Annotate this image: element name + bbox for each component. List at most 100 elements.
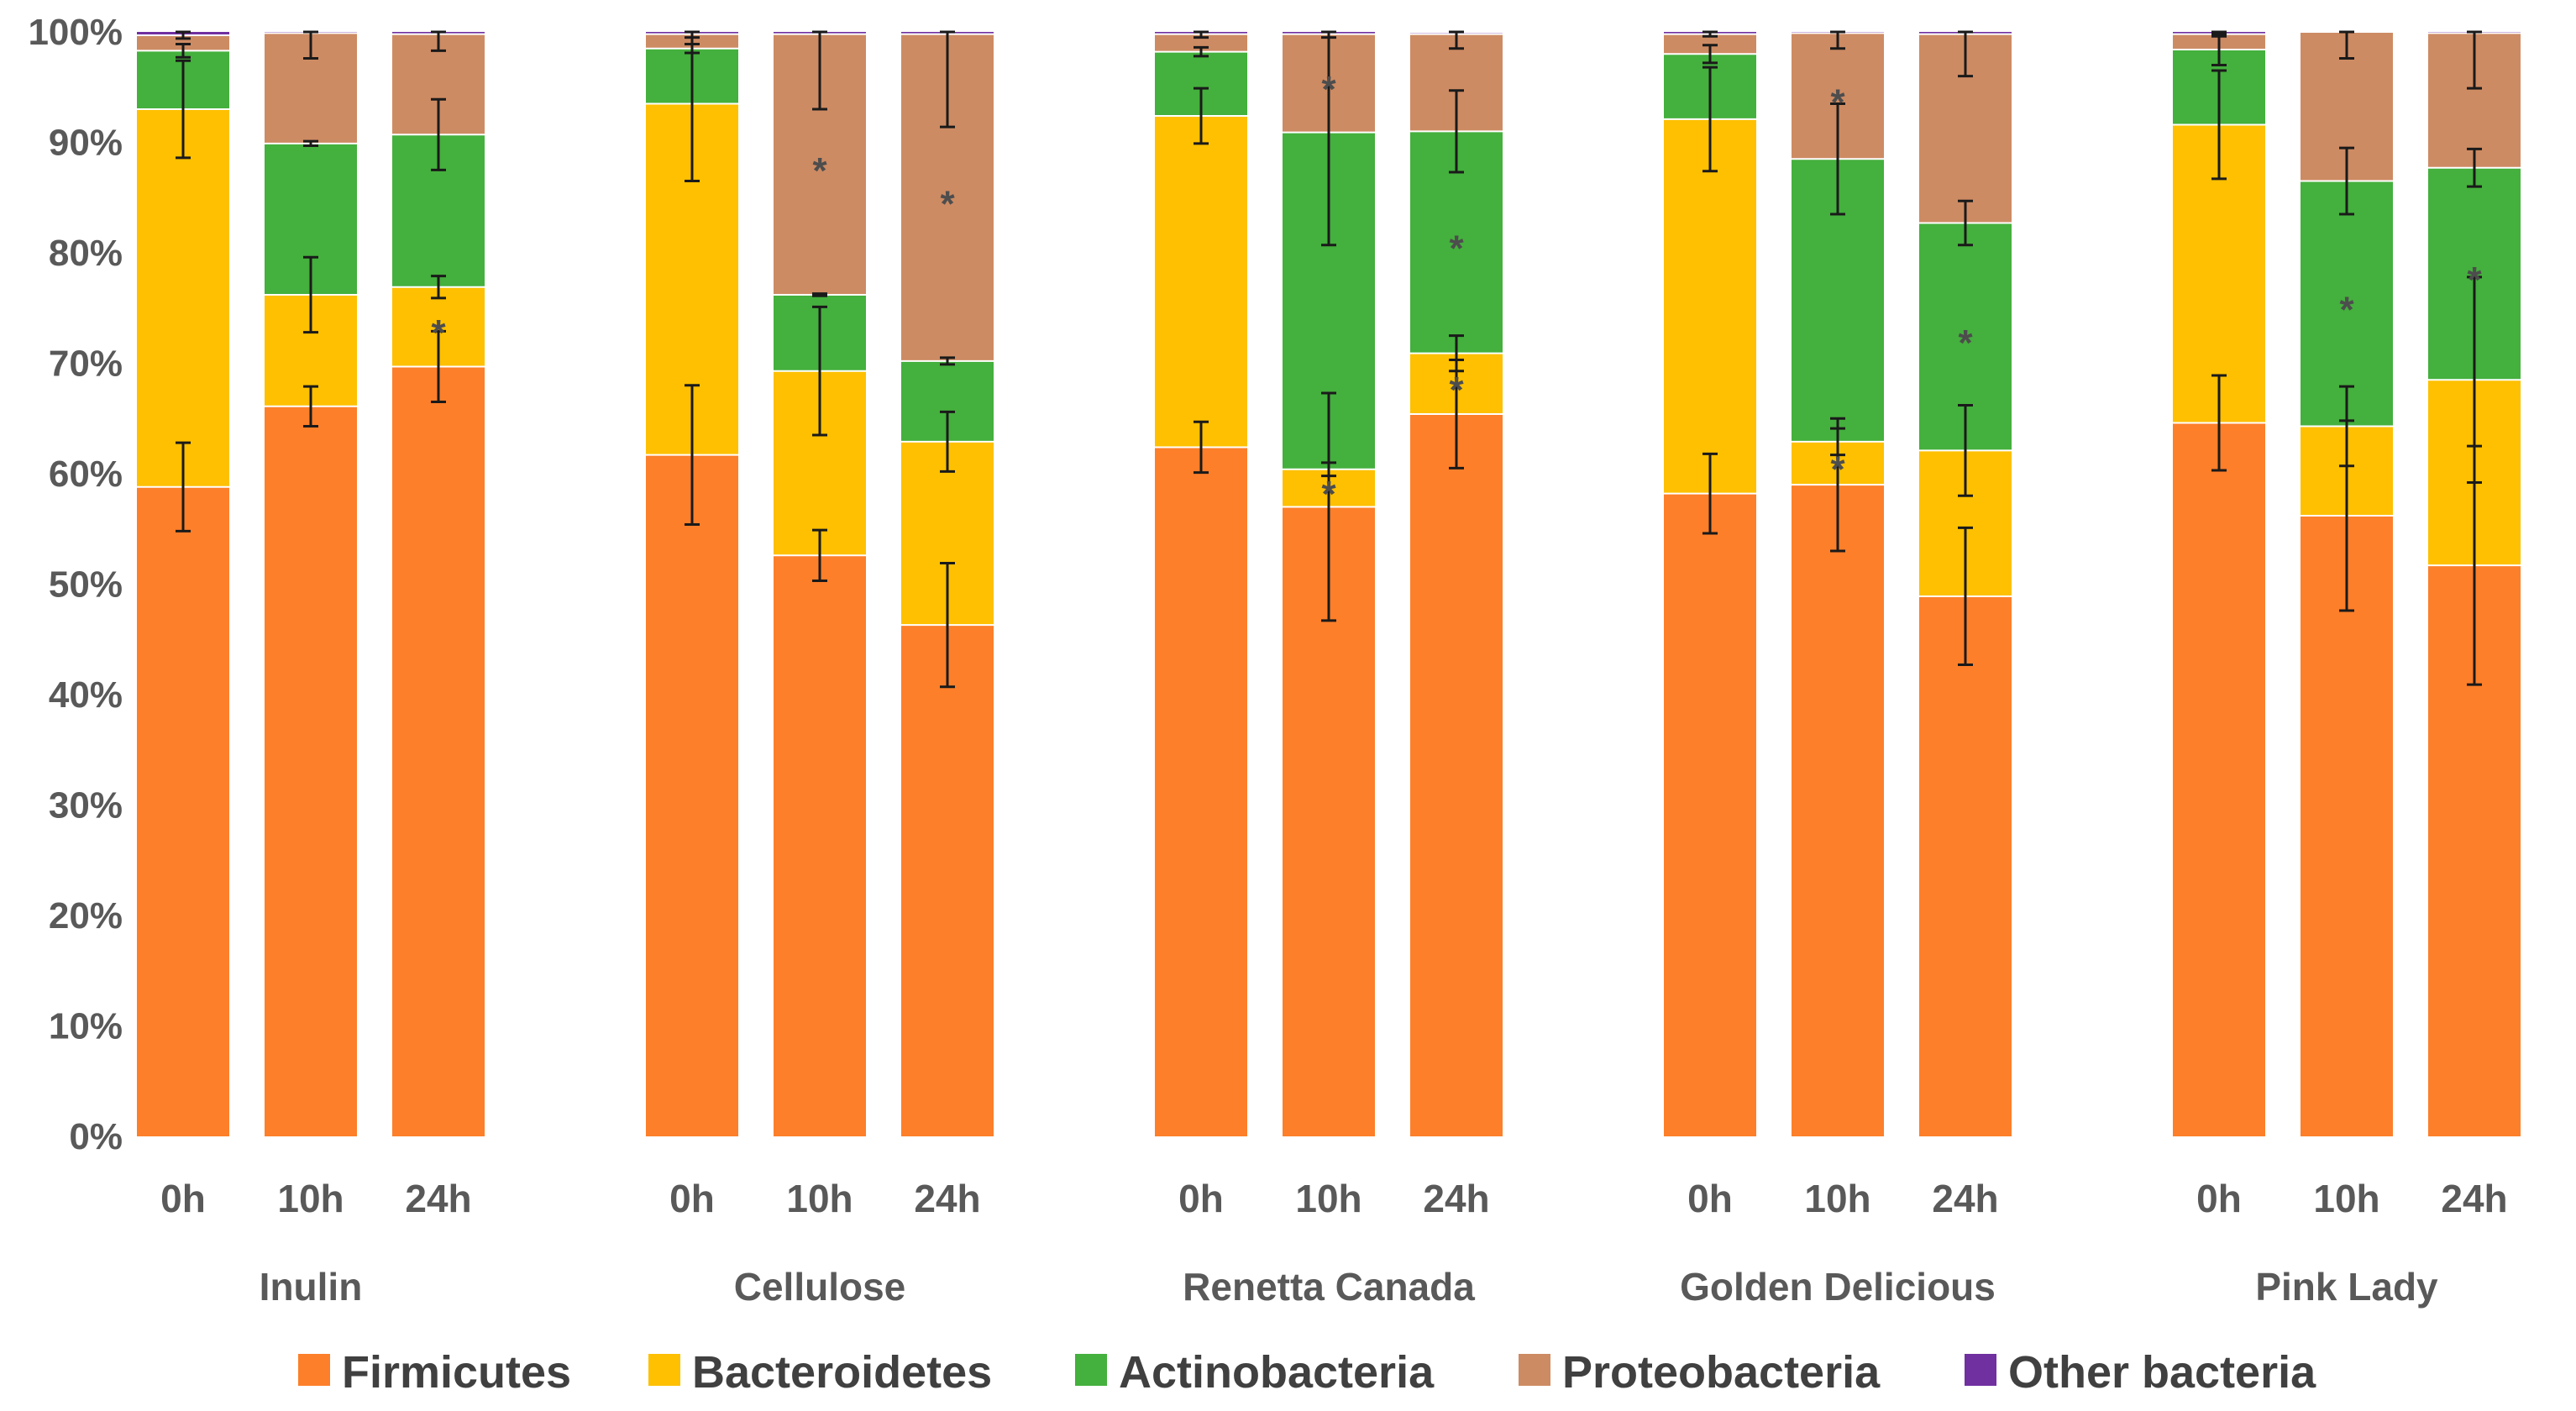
legend-label-other-bacteria: Other bacteria: [2008, 1347, 2316, 1398]
error-bar-cellulose-0h-proteobacteria: [685, 30, 700, 39]
error-bar-golden-delicious-0h-bacteroidetes: [1702, 66, 1718, 173]
error-bar-inulin-24h-proteobacteria: [431, 30, 446, 52]
significance-mark-inulin-24h-bacteroidetes: *: [431, 312, 446, 354]
error-bar-renetta-canada-0h-bacteroidetes: [1194, 87, 1209, 145]
legend-item-bacteroidetes: Bacteroidetes: [648, 1347, 992, 1398]
error-bar-pink-lady-24h-bacteroidetes: [2467, 275, 2482, 485]
bar-segment-renetta-canada-24h-firmicutes: [1410, 413, 1503, 1136]
error-bar-inulin-24h-bacteroidetes: [431, 275, 446, 300]
error-bar-cellulose-0h-firmicutes: [685, 384, 700, 526]
error-bar-pink-lady-0h-proteobacteria: [2211, 30, 2227, 38]
bar-segment-cellulose-10h-firmicutes: [774, 555, 866, 1136]
legend-swatch-firmicutes: [298, 1354, 330, 1386]
error-bar-golden-delicious-24h-firmicutes: [1958, 526, 1973, 666]
error-bars-layer: [176, 30, 2482, 689]
error-bar-cellulose-24h-bacteroidetes: [940, 410, 955, 473]
error-bar-renetta-canada-24h-proteobacteria: [1449, 30, 1464, 50]
bar-segment-cellulose-24h-firmicutes: [901, 625, 994, 1136]
y-tick-label-90: 90%: [49, 123, 123, 164]
x-tick-label-inulin-0h: 0h: [160, 1177, 206, 1220]
error-bar-pink-lady-24h-actinobacteria: [2467, 147, 2482, 188]
significance-mark-renetta-canada-10h-proteobacteria: *: [1321, 69, 1336, 110]
bar-segment-inulin-0h-firmicutes: [137, 486, 229, 1136]
x-tick-label-golden-delicious-0h: 0h: [1687, 1177, 1733, 1220]
error-bar-cellulose-24h-actinobacteria: [940, 356, 955, 366]
bar-segment-renetta-canada-0h-firmicutes: [1155, 447, 1247, 1136]
bar-segment-inulin-0h-bacteroidetes: [137, 109, 229, 487]
x-tick-label-renetta-canada-0h: 0h: [1178, 1177, 1224, 1220]
y-axis: 0% 10% 20% 30% 40% 50% 60% 70% 80% 90% 100%: [28, 12, 123, 1157]
x-tick-label-golden-delicious-10h: 10h: [1804, 1177, 1870, 1220]
error-bar-pink-lady-0h-bacteroidetes: [2211, 69, 2227, 181]
error-bar-pink-lady-10h-proteobacteria: [2339, 30, 2354, 60]
error-bar-golden-delicious-24h-actinobacteria: [1958, 199, 1973, 247]
legend-swatch-actinobacteria: [1075, 1354, 1107, 1386]
error-bar-inulin-24h-firmicutes: [431, 329, 446, 404]
significance-marks-layer: * * * * * * * * * * * *: [431, 69, 2482, 515]
error-bar-pink-lady-24h-proteobacteria: [2467, 30, 2482, 90]
legend-item-other-bacteria: Other bacteria: [1965, 1347, 2316, 1398]
x-tick-label-inulin-24h: 24h: [405, 1177, 471, 1220]
legend-label-firmicutes: Firmicutes: [342, 1347, 571, 1398]
error-bar-inulin-10h-actinobacteria: [303, 139, 318, 147]
error-bar-inulin-0h-actinobacteria: [176, 42, 191, 59]
x-tick-label-pink-lady-24h: 24h: [2441, 1177, 2507, 1220]
error-bar-pink-lady-10h-bacteroidetes: [2339, 385, 2354, 468]
y-tick-label-80: 80%: [49, 233, 123, 274]
error-bar-inulin-10h-proteobacteria: [303, 30, 318, 60]
legend-item-firmicutes: Firmicutes: [298, 1347, 571, 1398]
x-tick-label-renetta-canada-10h: 10h: [1295, 1177, 1361, 1220]
legend-label-actinobacteria: Actinobacteria: [1119, 1347, 1435, 1398]
error-bar-golden-delicious-24h-bacteroidetes: [1958, 403, 1973, 497]
group-label-renetta-canada: Renetta Canada: [1183, 1265, 1475, 1309]
x-tick-label-renetta-canada-24h: 24h: [1423, 1177, 1489, 1220]
bar-segment-cellulose-0h-firmicutes: [646, 454, 738, 1136]
legend-item-actinobacteria: Actinobacteria: [1075, 1347, 1435, 1398]
error-bar-renetta-canada-10h-proteobacteria: [1321, 30, 1336, 39]
y-tick-label-70: 70%: [49, 344, 123, 385]
error-bar-inulin-24h-actinobacteria: [431, 97, 446, 171]
x-tick-label-pink-lady-0h: 0h: [2196, 1177, 2242, 1220]
error-bar-cellulose-24h-firmicutes: [940, 562, 955, 689]
y-tick-label-50: 50%: [49, 564, 123, 606]
error-bar-cellulose-24h-proteobacteria: [940, 30, 955, 129]
significance-mark-pink-lady-24h-actinobacteria: *: [2467, 260, 2482, 301]
error-bar-renetta-canada-24h-bacteroidetes: [1449, 334, 1464, 373]
legend: Firmicutes Bacteroidetes Actinobacteria Pro…: [298, 1347, 2316, 1398]
y-tick-label-20: 20%: [49, 895, 123, 936]
error-bar-pink-lady-10h-actinobacteria: [2339, 146, 2354, 216]
significance-mark-renetta-canada-10h-bacteroidetes: *: [1321, 474, 1336, 515]
legend-swatch-bacteroidetes: [648, 1354, 680, 1386]
error-bar-pink-lady-0h-firmicutes: [2211, 374, 2227, 472]
y-tick-label-30: 30%: [49, 785, 123, 826]
error-bar-golden-delicious-10h-proteobacteria: [1830, 30, 1845, 50]
error-bar-golden-delicious-10h-actinobacteria: [1830, 102, 1845, 216]
bar-segment-golden-delicious-10h-firmicutes: [1792, 485, 1884, 1136]
significance-mark-golden-delicious-24h-actinobacteria: *: [1958, 323, 1973, 364]
y-tick-label-40: 40%: [49, 674, 123, 716]
bar-segment-pink-lady-0h-firmicutes: [2173, 422, 2265, 1136]
bar-segment-golden-delicious-0h-firmicutes: [1664, 493, 1756, 1136]
error-bar-inulin-0h-proteobacteria: [176, 30, 191, 40]
error-bar-renetta-canada-10h-bacteroidetes: [1321, 461, 1336, 478]
error-bar-renetta-canada-24h-actinobacteria: [1449, 89, 1464, 174]
bar-segment-inulin-10h-firmicutes: [265, 406, 357, 1136]
y-tick-label-60: 60%: [49, 454, 123, 495]
error-bar-golden-delicious-0h-proteobacteria: [1702, 30, 1718, 38]
x-axis: 0h 10h 24h Inulin 0h 10h 24h Cellulose 0h 10h 24h R…: [160, 1177, 2507, 1309]
legend-label-proteobacteria: Proteobacteria: [1562, 1347, 1881, 1398]
group-label-inulin: Inulin: [260, 1265, 363, 1309]
error-bar-inulin-0h-bacteroidetes: [176, 59, 191, 160]
error-bar-renetta-canada-0h-proteobacteria: [1194, 30, 1209, 39]
x-tick-label-cellulose-0h: 0h: [669, 1177, 715, 1220]
error-bar-inulin-10h-firmicutes: [303, 385, 318, 427]
legend-item-proteobacteria: Proteobacteria: [1519, 1347, 1881, 1398]
y-tick-label-0: 0%: [69, 1116, 123, 1157]
legend-swatch-other-bacteria: [1965, 1354, 1996, 1386]
x-tick-label-golden-delicious-24h: 24h: [1932, 1177, 1998, 1220]
error-bar-golden-delicious-10h-bacteroidetes: [1830, 427, 1845, 457]
y-tick-label-10: 10%: [49, 1006, 123, 1047]
group-label-golden-delicious: Golden Delicious: [1680, 1265, 1996, 1309]
